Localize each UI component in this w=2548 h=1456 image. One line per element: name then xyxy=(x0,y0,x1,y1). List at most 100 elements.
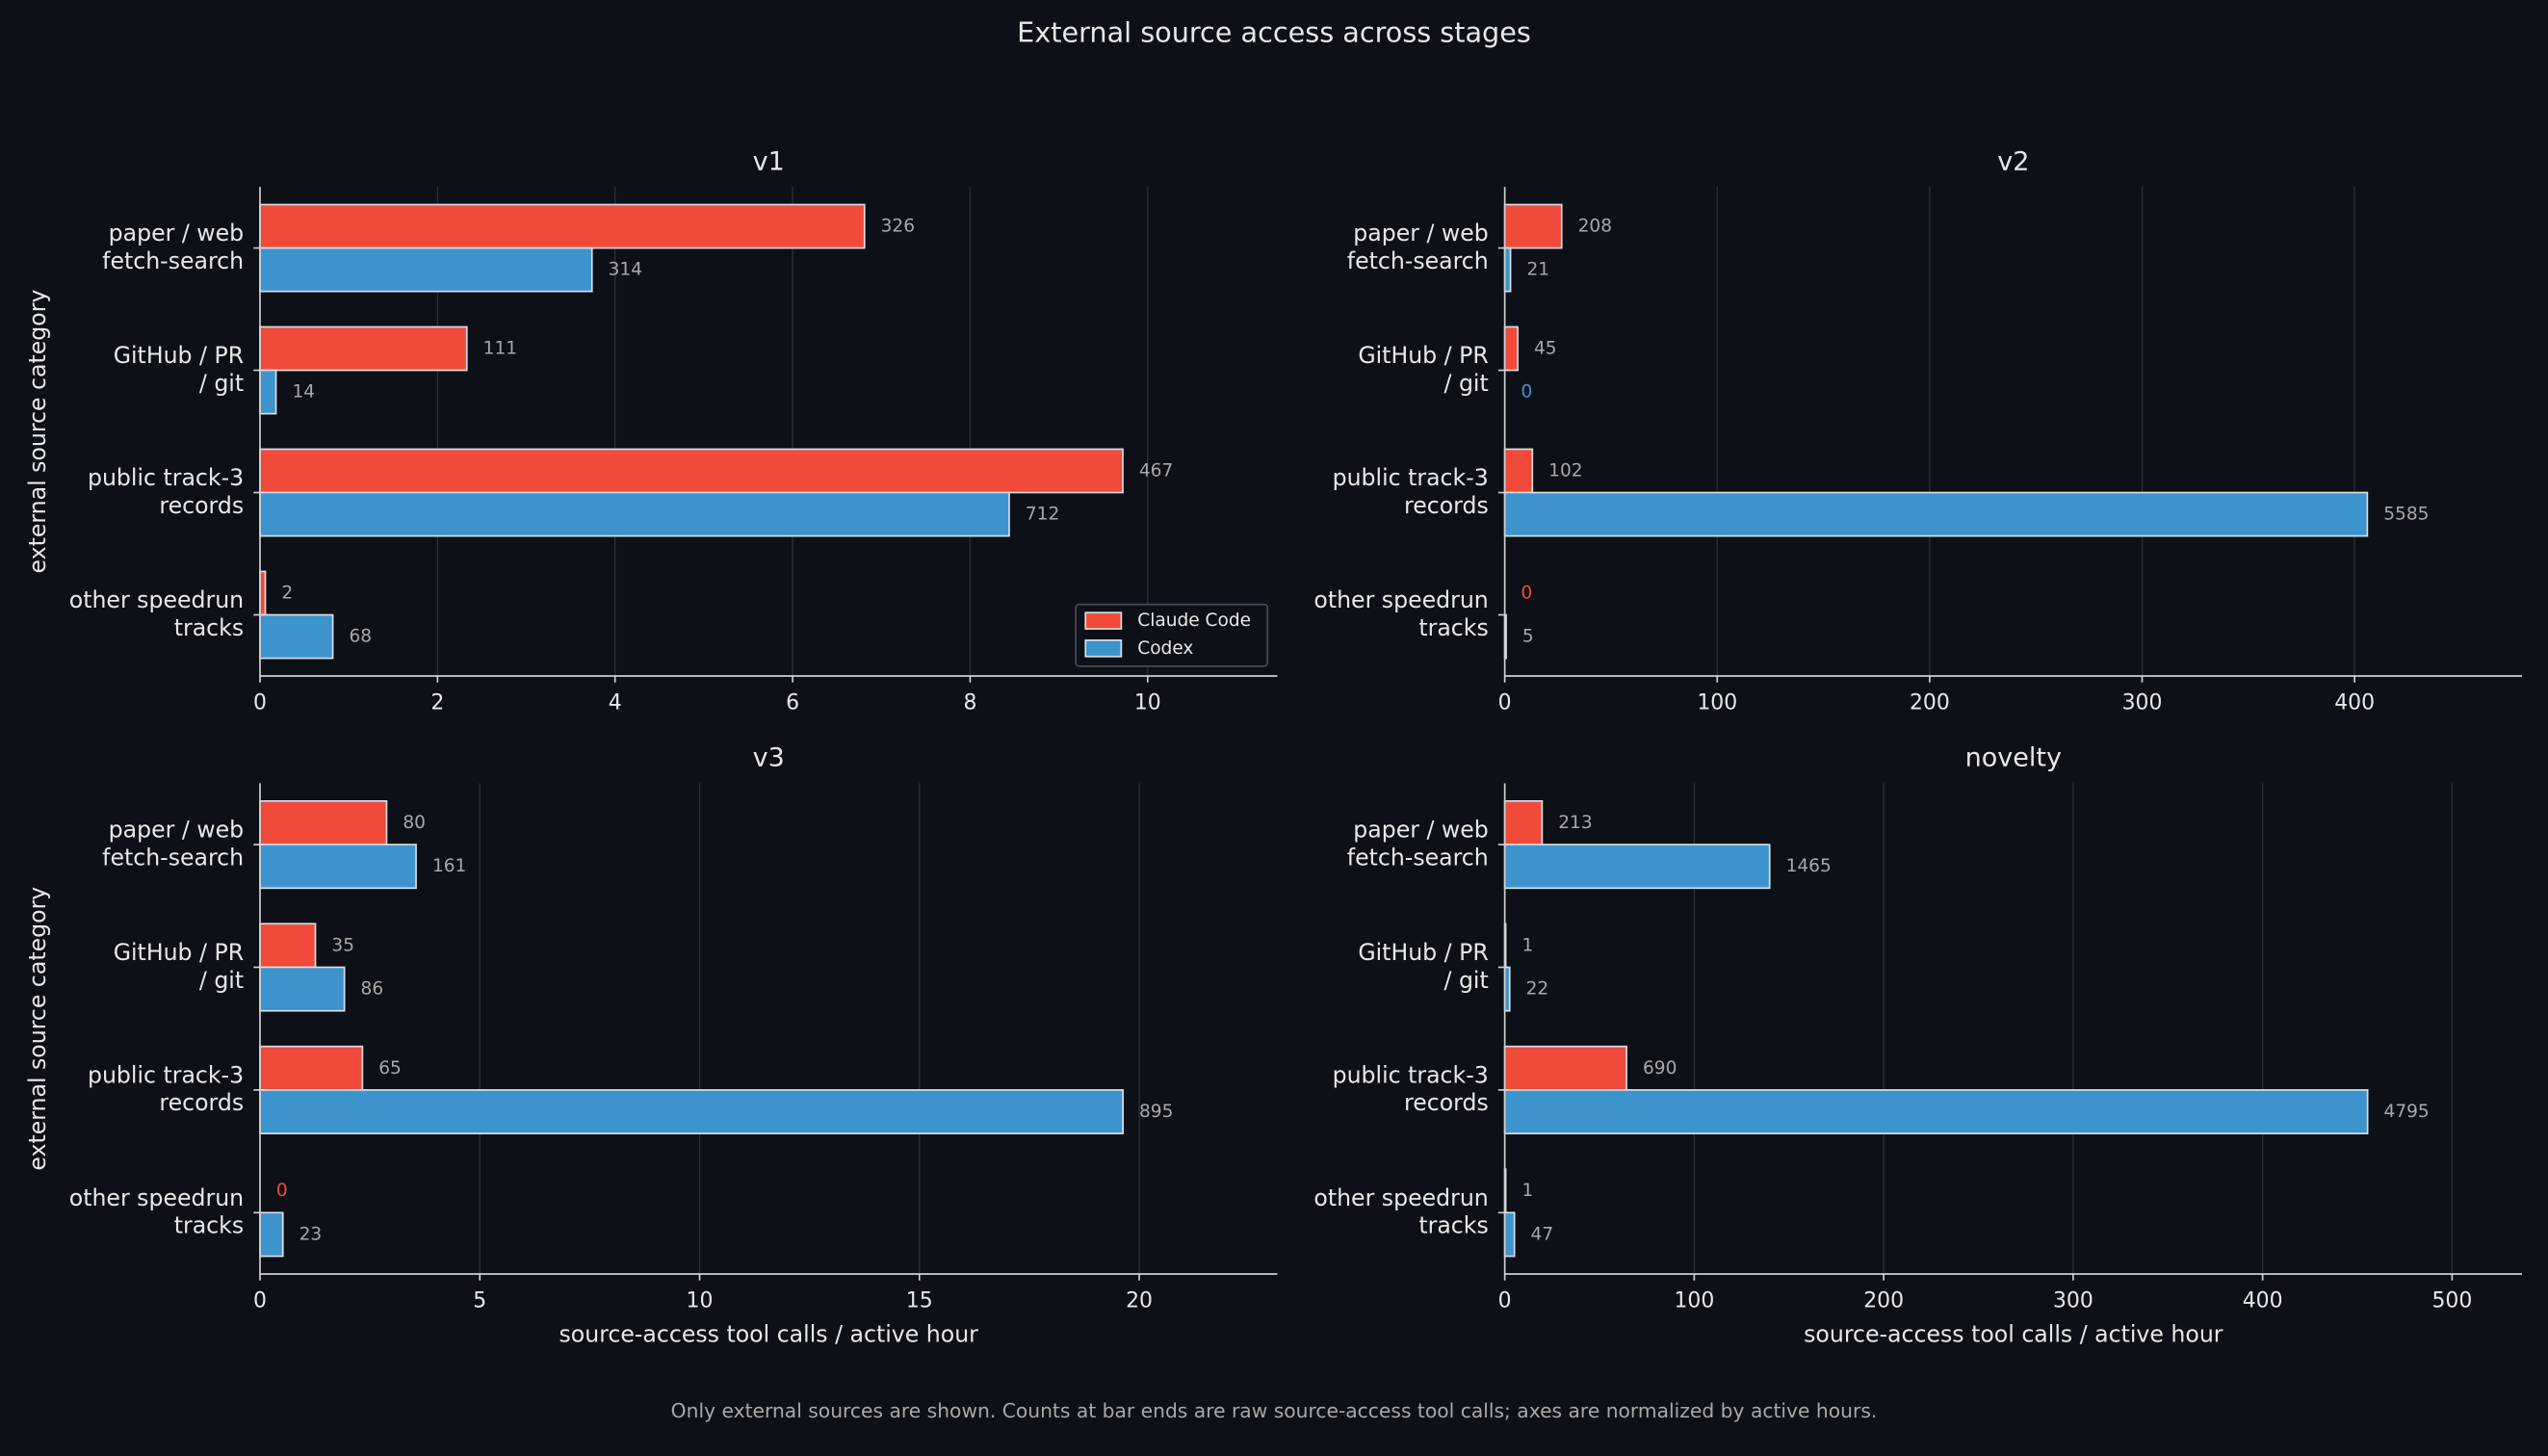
legend-box xyxy=(1075,603,1269,667)
bar xyxy=(1503,800,1544,845)
y-axis-label: external source category xyxy=(24,887,51,1171)
y-tick-label: paper / web fetch-search xyxy=(102,816,244,871)
bar xyxy=(259,923,317,969)
x-axis-label: source-access tool calls / active hour xyxy=(559,1321,979,1348)
x-tick-label: 400 xyxy=(2243,1289,2283,1313)
y-tick-label: public track-3 records xyxy=(1333,464,1489,519)
x-tick-label: 100 xyxy=(1697,691,1737,715)
x-tick-label: 0 xyxy=(253,1289,267,1313)
bar xyxy=(1503,491,2369,537)
count-label: 213 xyxy=(1558,813,1592,833)
x-tick-label: 6 xyxy=(786,691,799,715)
y-tick-label: paper / web fetch-search xyxy=(102,220,244,274)
bar xyxy=(1503,844,1771,890)
x-tick-label: 100 xyxy=(1674,1289,1714,1313)
y-tick-label: other speedrun tracks xyxy=(1313,586,1488,641)
bar xyxy=(1503,1089,2369,1134)
x-tick-label: 20 xyxy=(1126,1289,1153,1313)
count-label: 22 xyxy=(1526,979,1549,1000)
legend-label: Claude Code xyxy=(1137,611,1251,631)
count-label: 0 xyxy=(1521,382,1533,403)
bar xyxy=(259,966,346,1012)
bar xyxy=(259,325,468,372)
count-label: 1 xyxy=(1521,1181,1533,1201)
bar xyxy=(1503,1045,1627,1091)
legend-swatch xyxy=(1084,611,1123,630)
y-tick-label: other speedrun tracks xyxy=(1313,1183,1488,1238)
count-label: 80 xyxy=(403,813,426,833)
bar xyxy=(259,203,866,249)
y-axis-label: external source category xyxy=(24,290,51,574)
count-label: 5585 xyxy=(2383,505,2429,525)
count-label: 111 xyxy=(483,338,517,358)
bar xyxy=(1503,247,1512,293)
count-label: 21 xyxy=(1526,260,1549,280)
footnote: Only external sources are shown. Counts … xyxy=(671,1399,1878,1422)
x-tick-label: 4 xyxy=(609,691,622,715)
panel-title: novelty xyxy=(1965,743,2062,773)
y-tick-label: GitHub / PR / git xyxy=(114,939,244,994)
y-tick-label: other speedrun tracks xyxy=(69,586,244,641)
count-label: 5 xyxy=(1522,627,1534,647)
bar xyxy=(259,1045,364,1091)
panel-title: v3 xyxy=(753,743,785,773)
count-label: 0 xyxy=(1521,583,1533,603)
x-tick-label: 200 xyxy=(1863,1289,1904,1313)
y-tick-label: public track-3 records xyxy=(1333,1061,1489,1116)
count-label: 0 xyxy=(276,1181,288,1201)
bar xyxy=(1503,1211,1516,1258)
y-tick-label: public track-3 records xyxy=(88,464,244,519)
bar xyxy=(1503,325,1519,372)
x-tick-label: 300 xyxy=(2053,1289,2093,1313)
figure-title: External source access across stages xyxy=(1017,15,1531,48)
panel-title: v1 xyxy=(753,146,785,176)
x-tick-label: 300 xyxy=(2122,691,2163,715)
bar xyxy=(1503,203,1563,249)
bar xyxy=(259,1089,1124,1134)
count-label: 1 xyxy=(1521,935,1533,955)
count-label: 690 xyxy=(1643,1058,1677,1079)
x-tick-label: 0 xyxy=(1498,691,1512,715)
x-tick-label: 500 xyxy=(2431,1289,2472,1313)
legend: Claude Code Codex xyxy=(1075,603,1269,667)
count-label: 4795 xyxy=(2384,1102,2430,1122)
x-tick-label: 200 xyxy=(1910,691,1950,715)
x-tick-label: 8 xyxy=(963,691,976,715)
y-tick-label: GitHub / PR / git xyxy=(1358,342,1488,397)
y-tick-label: public track-3 records xyxy=(88,1061,244,1116)
bar xyxy=(259,448,1124,494)
count-label: 2 xyxy=(281,583,293,603)
count-label: 65 xyxy=(378,1058,402,1079)
panel-title: v2 xyxy=(1997,146,2029,176)
count-label: 35 xyxy=(331,935,354,955)
bar xyxy=(259,1211,284,1258)
x-tick-label: 10 xyxy=(1134,691,1161,715)
bar xyxy=(259,369,277,415)
bar xyxy=(1503,448,1534,494)
x-tick-label: 400 xyxy=(2334,691,2375,715)
count-label: 208 xyxy=(1578,217,1612,237)
count-label: 161 xyxy=(432,856,466,876)
y-tick-label: paper / web fetch-search xyxy=(1347,220,1489,274)
bar xyxy=(259,491,1010,537)
bar xyxy=(259,613,334,660)
x-tick-label: 0 xyxy=(253,691,267,715)
count-label: 895 xyxy=(1139,1102,1173,1122)
legend-label: Codex xyxy=(1137,638,1193,659)
y-tick-label: GitHub / PR / git xyxy=(1358,939,1488,994)
x-axis-label: source-access tool calls / active hour xyxy=(1804,1321,2223,1348)
y-tick-label: other speedrun tracks xyxy=(69,1183,244,1238)
count-label: 47 xyxy=(1531,1224,1554,1244)
legend-swatch xyxy=(1084,639,1123,658)
count-label: 326 xyxy=(881,217,915,237)
y-tick-label: GitHub / PR / git xyxy=(114,342,244,397)
count-label: 68 xyxy=(349,627,372,647)
x-tick-label: 15 xyxy=(906,1289,933,1313)
count-label: 102 xyxy=(1548,460,1582,481)
count-label: 467 xyxy=(1139,460,1173,481)
x-tick-label: 10 xyxy=(687,1289,714,1313)
x-tick-label: 0 xyxy=(1498,1289,1512,1313)
x-tick-label: 2 xyxy=(430,691,444,715)
